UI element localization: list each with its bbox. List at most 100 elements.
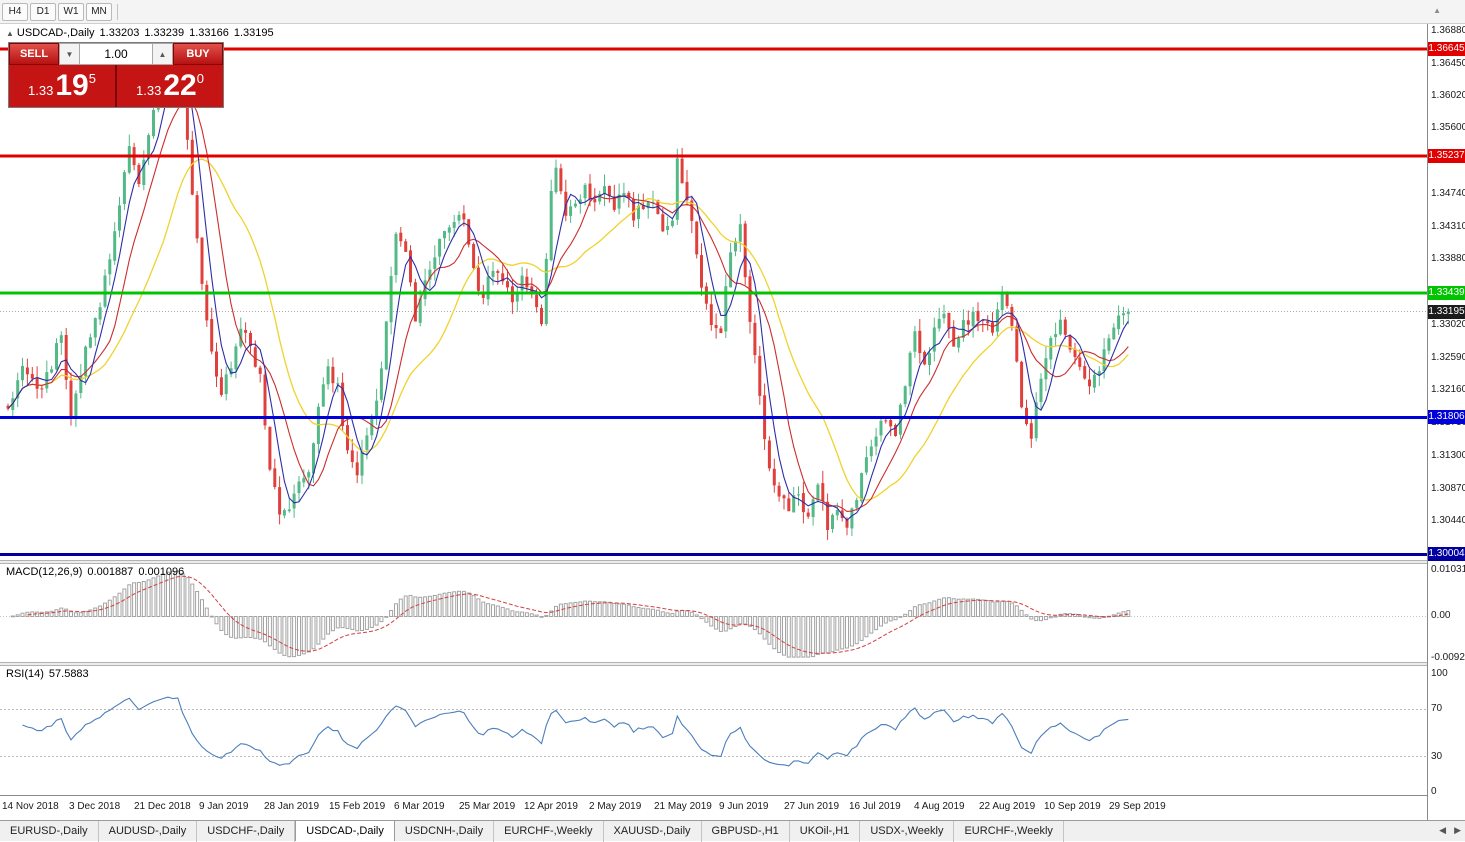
rsi-value: 57.5883: [48, 668, 89, 680]
tabs-scroll-left-icon[interactable]: ◀: [1439, 825, 1447, 835]
macd-axis-min: -0.0092030: [1431, 652, 1465, 663]
date-axis-label: 16 Jul 2019: [849, 801, 901, 812]
price-axis-label: 1.30870: [1431, 482, 1465, 494]
level-price-badge: 1.33439: [1428, 285, 1465, 300]
tabs-scroll-right-icon[interactable]: ▶: [1454, 825, 1461, 835]
toolbar-collapse-icon[interactable]: ▲: [1433, 6, 1441, 15]
date-axis-label: 22 Aug 2019: [979, 801, 1036, 812]
timeframe-button-d1[interactable]: D1: [30, 2, 56, 21]
date-axis-label: 27 Jun 2019: [784, 801, 840, 812]
macd-value-main: 0.001887: [87, 566, 134, 578]
date-axis-label: 9 Jun 2019: [719, 801, 769, 812]
buy-price-pipette: 0: [196, 70, 204, 86]
sell-price-display[interactable]: 1.33 19 5: [9, 65, 117, 107]
date-axis-label: 21 May 2019: [654, 801, 712, 812]
buy-button[interactable]: BUY: [173, 43, 223, 65]
macd-indicator-label: MACD(12,26,9) 0.001887 0.001096: [6, 566, 189, 578]
rsi-indicator-label: RSI(14) 57.5883: [6, 668, 94, 680]
level-price-badge: 1.35237: [1428, 149, 1465, 164]
rsi-axis-label: 0: [1431, 786, 1437, 797]
price-axis-label: 1.32160: [1431, 384, 1465, 396]
buy-price-prefix: 1.33: [136, 82, 162, 98]
chart-symbol-icon: ▲: [6, 29, 14, 38]
volume-input[interactable]: [80, 43, 152, 65]
date-axis-label: 6 Mar 2019: [394, 801, 445, 812]
date-axis-label: 10 Sep 2019: [1044, 801, 1101, 812]
macd-chart-canvas[interactable]: [0, 564, 1427, 662]
chart-header: ▲ USDCAD-,Daily 1.33203 1.33239 1.33166 1.331…: [6, 27, 279, 39]
date-axis-label: 4 Aug 2019: [914, 801, 965, 812]
panel-splitter[interactable]: [0, 662, 1427, 666]
date-axis-label: 3 Dec 2018: [69, 801, 121, 812]
chart-tab[interactable]: AUDUSD-,Daily: [99, 821, 198, 842]
date-axis-label: 9 Jan 2019: [199, 801, 249, 812]
price-axis-label: 1.36880: [1431, 25, 1465, 36]
sell-price-pipette: 5: [88, 70, 96, 86]
price-axis-label: 1.35600: [1431, 122, 1465, 134]
rsi-axis-label: 70: [1431, 703, 1443, 715]
rsi-chart-canvas[interactable]: [0, 666, 1427, 795]
rsi-axis-label: 30: [1431, 750, 1443, 762]
chart-tab[interactable]: USDX-,Weekly: [860, 821, 955, 842]
sell-price-big: 19: [55, 69, 89, 102]
buy-price-big: 22: [163, 69, 197, 102]
chart-tab[interactable]: GBPUSD-,H1: [702, 821, 790, 842]
buy-price-display[interactable]: 1.33 22 0: [117, 65, 223, 107]
date-axis-label: 12 Apr 2019: [524, 801, 578, 812]
date-axis-label: 25 Mar 2019: [459, 801, 516, 812]
price-axis-label: 1.33880: [1431, 253, 1465, 265]
volume-increase-button[interactable]: ▲: [152, 43, 173, 65]
toolbar-separator: [117, 3, 118, 20]
level-price-badge: 1.30004: [1428, 547, 1465, 562]
chart-tab[interactable]: USDCNH-,Daily: [395, 821, 495, 842]
top-toolbar: H4 D1 W1 MN ▲: [0, 0, 1465, 24]
price-axis-label: 1.30440: [1431, 515, 1465, 527]
chart-tab[interactable]: XAUUSD-,Daily: [604, 821, 702, 842]
timeframe-button-w1[interactable]: W1: [58, 2, 84, 21]
chart-tabs: EURUSD-,Daily AUDUSD-,Daily USDCHF-,Daily U…: [0, 820, 1465, 842]
chart-tab[interactable]: UKOil-,H1: [790, 821, 861, 842]
timeframe-button-h4[interactable]: H4: [2, 2, 28, 21]
ohlc-open: 1.33203: [99, 27, 140, 39]
panel-splitter[interactable]: [0, 560, 1427, 564]
date-axis-label: 29 Sep 2019: [1109, 801, 1166, 812]
macd-axis-max: 0.0103110: [1431, 564, 1465, 575]
chart-tabs-bar: EURUSD-,Daily AUDUSD-,Daily USDCHF-,Daily U…: [0, 820, 1465, 842]
date-axis-label: 28 Jan 2019: [264, 801, 320, 812]
level-price-badge: 1.36645: [1428, 41, 1465, 56]
price-axis-label: 1.32590: [1431, 351, 1465, 363]
timeframe-button-mn[interactable]: MN: [86, 2, 112, 21]
chart-tab[interactable]: EURCHF-,Weekly: [494, 821, 604, 842]
chart-tab[interactable]: EURUSD-,Daily: [0, 821, 99, 842]
price-axis-label: 1.36020: [1431, 90, 1465, 102]
sell-price-prefix: 1.33: [28, 82, 54, 98]
timeframe-buttons: H4 D1 W1 MN: [0, 2, 112, 21]
price-axis[interactable]: 1.368801.364501.360201.356001.351701.347…: [1427, 24, 1465, 820]
date-axis-label: 14 Nov 2018: [2, 801, 59, 812]
price-chart-canvas[interactable]: [0, 24, 1427, 560]
date-axis-label: 21 Dec 2018: [134, 801, 191, 812]
price-axis-label: 1.34740: [1431, 187, 1465, 199]
volume-decrease-button[interactable]: ▼: [59, 43, 80, 65]
macd-value-signal: 0.001096: [138, 566, 185, 578]
chart-symbol-title: USDCAD-,Daily: [16, 27, 95, 39]
ohlc-high: 1.33239: [144, 27, 185, 39]
macd-axis-zero: 0.00: [1431, 610, 1451, 622]
current-price-badge: 1.33195: [1428, 304, 1465, 319]
sell-button[interactable]: SELL: [9, 43, 59, 65]
level-price-badge: 1.31806: [1428, 410, 1465, 425]
time-axis[interactable]: 14 Nov 2018 3 Dec 2018 21 Dec 2018 9 Jan 20…: [0, 795, 1427, 820]
chart-tab[interactable]: EURCHF-,Weekly: [954, 821, 1064, 842]
price-axis-label: 1.33020: [1431, 318, 1465, 330]
ohlc-close: 1.33195: [233, 27, 274, 39]
rsi-name: RSI(14): [6, 668, 44, 680]
chart-tab[interactable]: USDCHF-,Daily: [197, 821, 296, 842]
date-axis-label: 2 May 2019: [589, 801, 642, 812]
rsi-axis-label: 100: [1431, 668, 1448, 679]
price-axis-label: 1.36450: [1431, 57, 1465, 69]
ohlc-low: 1.33166: [189, 27, 229, 39]
date-axis-label: 15 Feb 2019: [329, 801, 386, 812]
price-axis-label: 1.34310: [1431, 220, 1465, 232]
chart-tab[interactable]: USDCAD-,Daily: [295, 820, 395, 841]
